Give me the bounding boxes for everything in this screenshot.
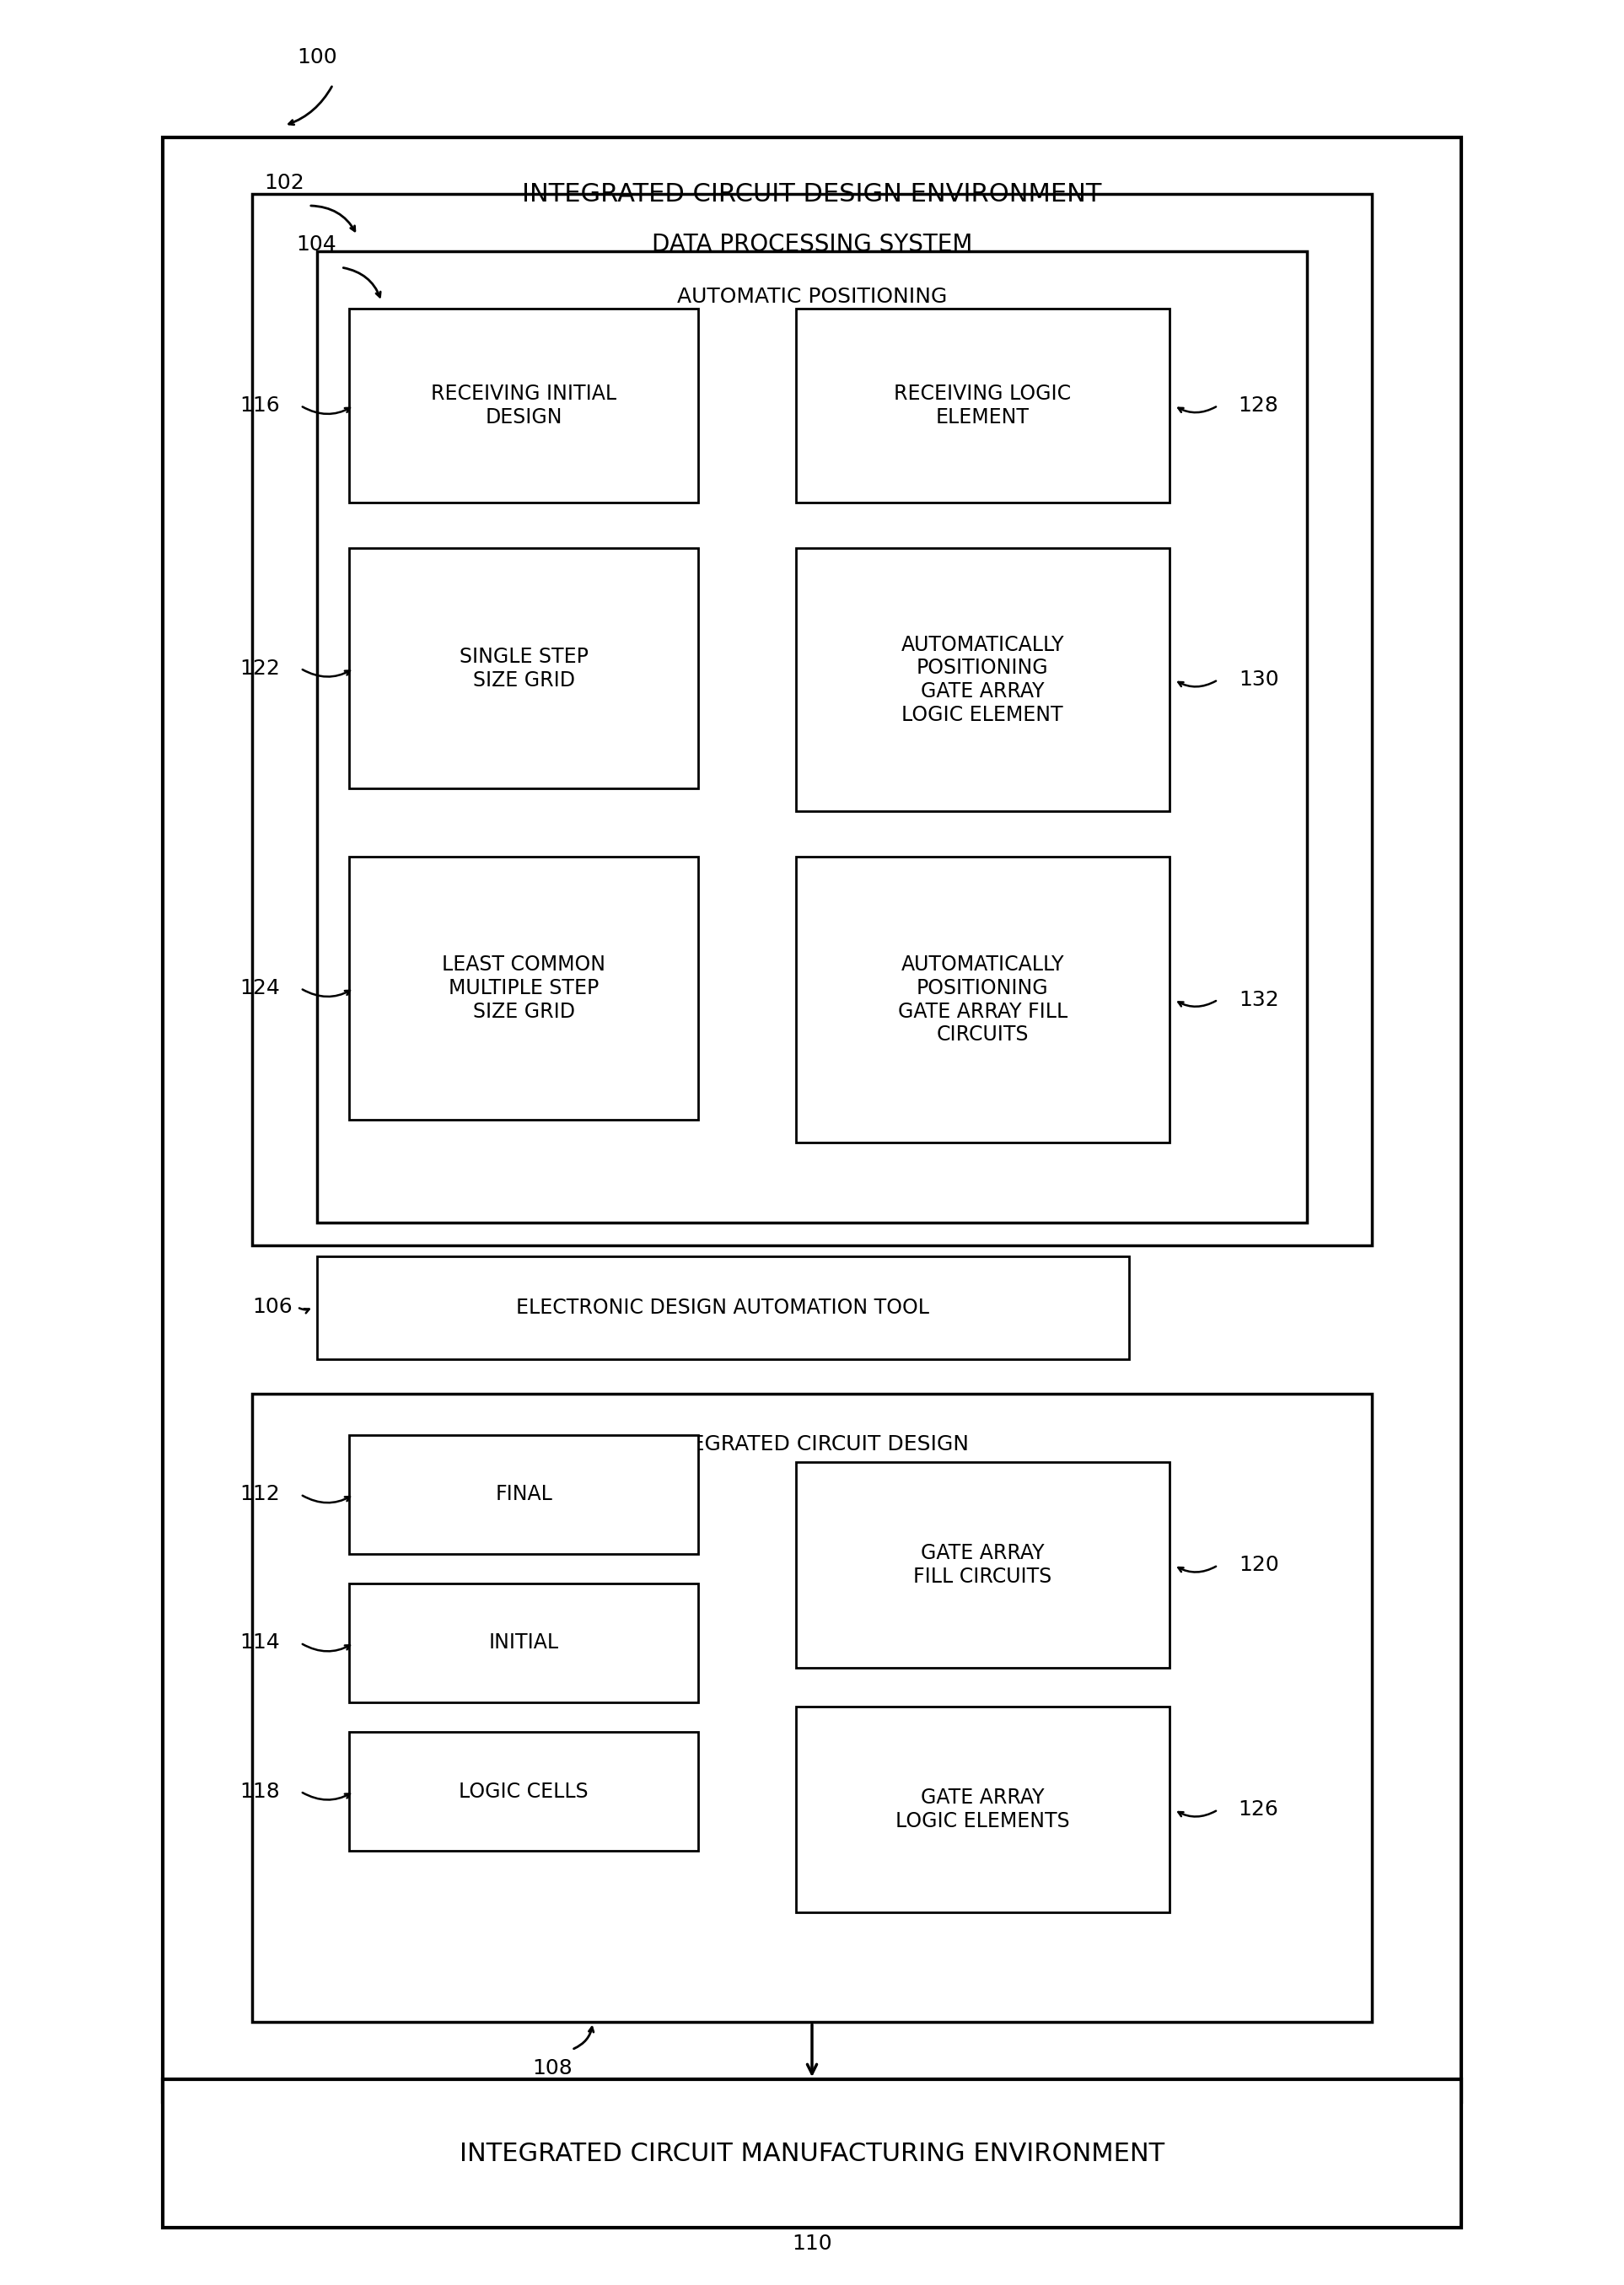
Bar <box>796 1707 1169 1913</box>
Text: 102: 102 <box>265 174 304 192</box>
Text: 122: 122 <box>240 658 279 679</box>
Text: 120: 120 <box>1239 1556 1278 1574</box>
Text: ELECTRONIC DESIGN AUTOMATION TOOL: ELECTRONIC DESIGN AUTOMATION TOOL <box>516 1298 929 1318</box>
Text: 124: 124 <box>240 978 279 999</box>
Bar <box>349 1584 698 1702</box>
Bar <box>317 1257 1129 1360</box>
Text: RECEIVING INITIAL
DESIGN: RECEIVING INITIAL DESIGN <box>430 384 617 427</box>
Bar <box>162 2079 1462 2228</box>
Text: 116: 116 <box>240 395 279 416</box>
Text: INTEGRATED CIRCUIT DESIGN ENVIRONMENT: INTEGRATED CIRCUIT DESIGN ENVIRONMENT <box>523 183 1101 206</box>
Text: 128: 128 <box>1239 395 1278 416</box>
Text: GATE ARRAY
LOGIC ELEMENTS: GATE ARRAY LOGIC ELEMENTS <box>895 1787 1070 1833</box>
Bar <box>349 308 698 503</box>
Text: AUTOMATICALLY
POSITIONING
GATE ARRAY FILL
CIRCUITS: AUTOMATICALLY POSITIONING GATE ARRAY FIL… <box>898 955 1067 1044</box>
Text: 130: 130 <box>1239 670 1278 690</box>
Text: 112: 112 <box>240 1485 279 1504</box>
Text: SINGLE STEP
SIZE GRID: SINGLE STEP SIZE GRID <box>460 647 588 690</box>
Bar <box>796 857 1169 1142</box>
Text: 118: 118 <box>240 1782 279 1801</box>
Text: AUTOMATIC POSITIONING: AUTOMATIC POSITIONING <box>677 288 947 306</box>
Text: FINAL: FINAL <box>495 1485 552 1504</box>
Bar <box>252 1394 1372 2022</box>
Text: GATE ARRAY
FILL CIRCUITS: GATE ARRAY FILL CIRCUITS <box>913 1542 1052 1588</box>
Text: 126: 126 <box>1239 1801 1278 1819</box>
Bar <box>252 194 1372 1245</box>
Text: 132: 132 <box>1239 989 1278 1010</box>
Text: 100: 100 <box>297 48 336 66</box>
Bar <box>796 548 1169 811</box>
Bar <box>349 548 698 788</box>
Bar <box>349 1732 698 1851</box>
Text: INTEGRATED CIRCUIT MANUFACTURING ENVIRONMENT: INTEGRATED CIRCUIT MANUFACTURING ENVIRON… <box>460 2141 1164 2166</box>
Text: 104: 104 <box>297 235 336 254</box>
Bar <box>349 857 698 1120</box>
Text: INITIAL: INITIAL <box>489 1634 559 1652</box>
Text: INTEGRATED CIRCUIT DESIGN: INTEGRATED CIRCUIT DESIGN <box>656 1435 968 1453</box>
Bar <box>349 1435 698 1554</box>
Text: 114: 114 <box>240 1634 279 1652</box>
Text: 106: 106 <box>253 1298 292 1316</box>
Bar <box>796 1462 1169 1668</box>
Bar <box>317 251 1307 1222</box>
Text: 108: 108 <box>533 2059 572 2077</box>
Bar <box>796 308 1169 503</box>
Text: DATA PROCESSING SYSTEM: DATA PROCESSING SYSTEM <box>651 233 973 256</box>
Text: RECEIVING LOGIC
ELEMENT: RECEIVING LOGIC ELEMENT <box>893 384 1072 427</box>
Text: LOGIC CELLS: LOGIC CELLS <box>460 1782 588 1801</box>
Text: AUTOMATICALLY
POSITIONING
GATE ARRAY
LOGIC ELEMENT: AUTOMATICALLY POSITIONING GATE ARRAY LOG… <box>901 635 1064 724</box>
Text: LEAST COMMON
MULTIPLE STEP
SIZE GRID: LEAST COMMON MULTIPLE STEP SIZE GRID <box>442 955 606 1021</box>
Text: 110: 110 <box>793 2235 831 2253</box>
Bar <box>162 137 1462 2102</box>
